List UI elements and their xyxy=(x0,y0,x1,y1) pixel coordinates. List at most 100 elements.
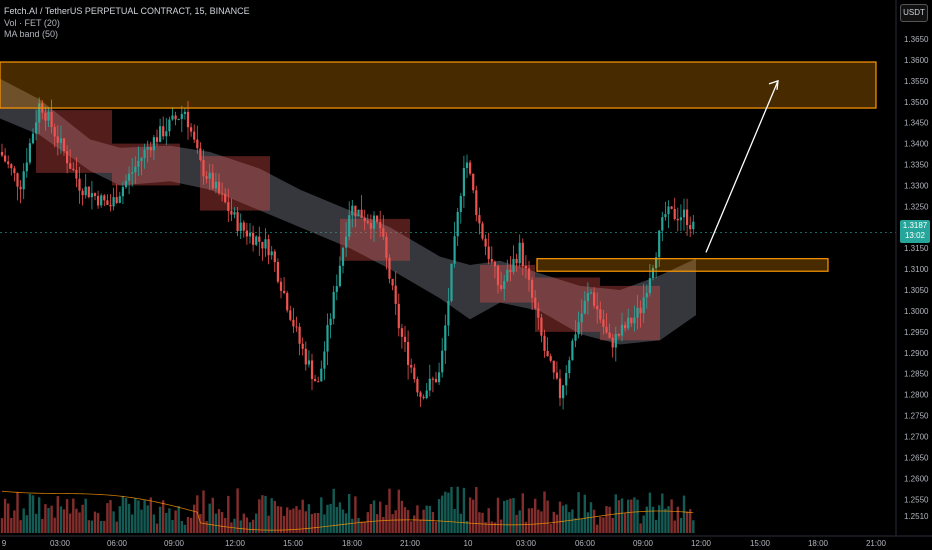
volume-bar xyxy=(481,512,484,533)
volume-bar xyxy=(93,511,97,533)
volume-bar xyxy=(317,513,320,533)
volume-bar xyxy=(592,509,596,533)
volume-bar xyxy=(53,517,56,533)
candle-body xyxy=(599,309,602,320)
volume-bar xyxy=(577,492,580,533)
candle-body xyxy=(521,242,524,266)
volume-bar xyxy=(313,513,317,533)
candle-body xyxy=(152,137,155,151)
candle-body xyxy=(25,162,28,172)
volume-bar xyxy=(25,515,28,533)
volume-bar xyxy=(171,520,174,533)
volume-bar xyxy=(220,512,224,533)
volume-bar xyxy=(335,507,338,533)
volume-bar xyxy=(270,498,273,533)
candle-body xyxy=(245,230,248,237)
volume-bar xyxy=(310,514,314,533)
candle-body xyxy=(444,325,447,351)
volume-bar xyxy=(3,498,7,533)
candle-body xyxy=(509,269,512,273)
candle-body xyxy=(602,319,605,327)
candle-body xyxy=(137,161,140,167)
price-axis-label: 1.3650 xyxy=(904,35,929,44)
projection-arrow[interactable] xyxy=(705,80,779,253)
volume-bar xyxy=(149,497,152,533)
candle-body xyxy=(400,328,403,337)
volume-bar xyxy=(348,493,351,533)
candle-body xyxy=(199,148,202,161)
volume-bar xyxy=(267,515,270,533)
candle-body xyxy=(608,332,611,338)
volume-bar xyxy=(341,509,345,533)
candle-body xyxy=(503,281,506,289)
volume-bar xyxy=(382,517,385,533)
volume-bar xyxy=(211,497,214,533)
candle-body xyxy=(382,228,385,237)
candle-body xyxy=(500,285,503,289)
volume-bar xyxy=(323,514,326,533)
ma-band-indicator-label[interactable]: MA band (50) xyxy=(4,29,59,39)
volume-bar xyxy=(282,515,286,533)
candle-body xyxy=(512,258,515,273)
volume-bar xyxy=(422,509,425,533)
candle-body xyxy=(16,173,19,187)
volume-bar xyxy=(10,517,13,533)
volume-bar xyxy=(152,514,156,533)
candle-body xyxy=(279,281,283,291)
volume-bar xyxy=(44,504,47,533)
candle-body xyxy=(81,190,84,196)
volume-bar xyxy=(425,505,428,533)
price-axis-label: 1.2850 xyxy=(904,370,929,379)
candle-body xyxy=(335,286,338,292)
volume-bar xyxy=(499,519,503,533)
volume-bar xyxy=(326,504,329,533)
volume-bar xyxy=(366,512,369,533)
candle-body xyxy=(527,268,531,280)
candle-body xyxy=(320,368,323,382)
price-axis-label: 1.3600 xyxy=(904,56,929,65)
currency-button[interactable]: USDT xyxy=(900,4,928,22)
volume-bar xyxy=(462,487,466,533)
candle-body xyxy=(252,232,255,245)
volume-bar xyxy=(406,510,410,533)
volume-bar xyxy=(574,518,577,533)
candle-body xyxy=(537,308,540,318)
volume-bar xyxy=(78,512,81,533)
volume-indicator-label[interactable]: Vol · FET (20) xyxy=(4,18,60,28)
volume-bar xyxy=(459,513,462,533)
volume-bar xyxy=(521,493,524,533)
time-axis-label: 03:00 xyxy=(516,539,537,548)
ma-band-segment xyxy=(112,143,180,186)
price-axis-label: 1.3500 xyxy=(904,98,929,107)
candle-body xyxy=(202,160,205,177)
volume-bar xyxy=(636,499,639,533)
candle-body xyxy=(407,341,410,365)
resistance-zone[interactable] xyxy=(0,61,877,109)
candle-body xyxy=(410,364,413,368)
candle-body xyxy=(391,278,394,286)
time-axis-label: 10 xyxy=(464,539,473,548)
candle-body xyxy=(267,239,270,256)
price-axis-label: 1.2650 xyxy=(904,453,929,462)
ma-band-segment xyxy=(535,277,600,332)
candle-body xyxy=(354,205,357,217)
ma-band-segment xyxy=(600,285,660,341)
candle-body xyxy=(661,217,664,231)
volume-bar xyxy=(75,508,78,533)
volume-bar xyxy=(586,512,590,533)
time-axis-label: 18:00 xyxy=(342,539,363,548)
volume-bar xyxy=(648,492,652,533)
volume-bar xyxy=(338,502,342,533)
volume-bar xyxy=(571,509,574,533)
candle-body xyxy=(329,318,332,326)
volume-bar xyxy=(379,501,382,533)
candle-body xyxy=(490,259,493,262)
volume-bar xyxy=(165,512,168,533)
volume-bar xyxy=(84,498,87,533)
candle-body xyxy=(261,241,264,249)
support-zone[interactable] xyxy=(536,258,829,272)
volume-bar xyxy=(518,510,521,533)
volume-bar xyxy=(372,500,376,533)
candle-body xyxy=(481,223,484,239)
